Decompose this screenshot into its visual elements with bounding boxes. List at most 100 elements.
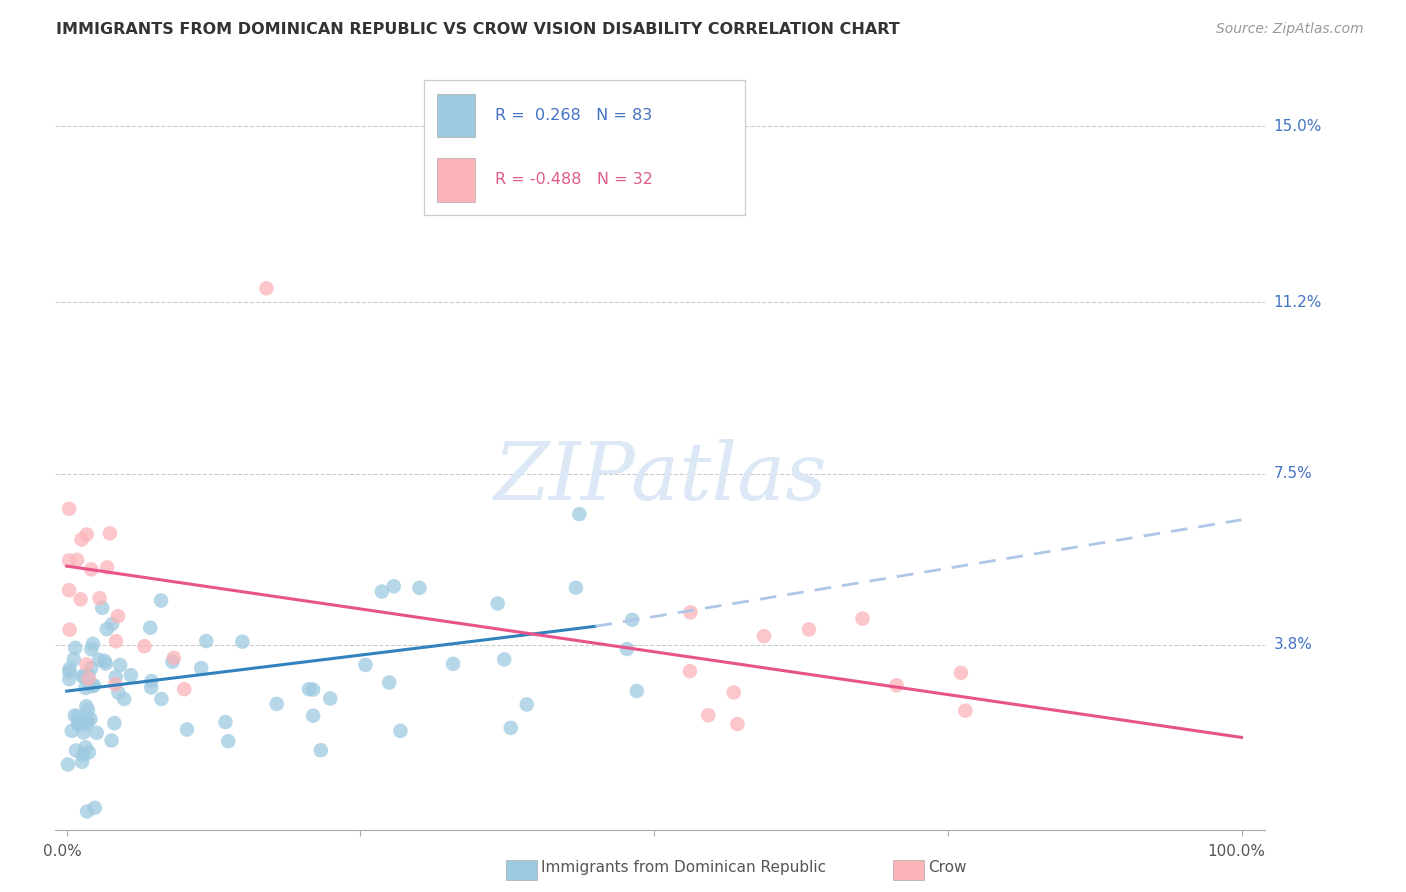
Point <box>76 805 98 819</box>
Point <box>949 665 972 680</box>
Point <box>725 717 748 731</box>
Point <box>96 622 118 636</box>
Point <box>66 709 89 723</box>
Point <box>91 600 114 615</box>
Text: 3.8%: 3.8% <box>1274 637 1312 652</box>
Text: Source: ZipAtlas.com: Source: ZipAtlas.com <box>1216 22 1364 37</box>
Point <box>80 661 103 675</box>
Point <box>141 681 163 695</box>
Point <box>69 592 91 607</box>
Point <box>69 715 91 730</box>
Point <box>120 668 142 682</box>
Point <box>98 526 121 541</box>
Point <box>67 717 90 731</box>
Point <box>389 723 412 738</box>
Point <box>214 715 236 730</box>
Point <box>723 685 745 699</box>
Point <box>298 682 321 697</box>
Text: IMMIGRANTS FROM DOMINICAN REPUBLIC VS CROW VISION DISABILITY CORRELATION CHART: IMMIGRANTS FROM DOMINICAN REPUBLIC VS CR… <box>56 22 900 37</box>
Point <box>382 579 405 593</box>
Point <box>141 673 163 688</box>
Point <box>86 726 108 740</box>
Point <box>65 743 87 757</box>
Point <box>319 691 342 706</box>
Point <box>107 609 129 624</box>
Point <box>494 652 516 666</box>
Point <box>58 672 80 686</box>
Point <box>63 640 86 655</box>
Point <box>162 655 184 669</box>
Point <box>79 678 101 692</box>
Point <box>75 681 97 695</box>
Point <box>82 637 104 651</box>
Point <box>499 721 522 735</box>
Point <box>752 629 775 643</box>
Point <box>150 692 173 706</box>
Point <box>163 650 186 665</box>
Text: ZIPatlas: ZIPatlas <box>494 439 827 516</box>
Point <box>56 757 79 772</box>
Point <box>58 665 80 679</box>
Point <box>565 581 588 595</box>
Point <box>87 653 110 667</box>
Point <box>371 584 394 599</box>
Point <box>58 662 80 676</box>
Point <box>63 708 86 723</box>
Point <box>75 699 97 714</box>
Point <box>104 677 127 691</box>
Text: Crow: Crow <box>928 860 966 874</box>
Point <box>62 652 84 666</box>
Point <box>616 642 638 657</box>
Bar <box>437 158 475 202</box>
Point <box>851 612 873 626</box>
Point <box>79 712 101 726</box>
Point <box>621 613 644 627</box>
Point <box>139 621 162 635</box>
Bar <box>437 94 475 136</box>
Point <box>150 593 173 607</box>
Point <box>80 642 103 657</box>
Point <box>83 678 105 692</box>
Point <box>58 583 80 598</box>
Point <box>256 281 278 295</box>
Point <box>101 617 124 632</box>
Point <box>378 675 401 690</box>
Point <box>77 703 100 717</box>
Point <box>70 755 93 769</box>
Point <box>72 669 94 683</box>
Point <box>76 527 98 541</box>
Point <box>408 581 430 595</box>
Point <box>195 634 218 648</box>
Point <box>77 745 100 759</box>
Text: R = -0.488   N = 32: R = -0.488 N = 32 <box>495 172 652 187</box>
Point <box>72 725 94 739</box>
Point <box>679 606 702 620</box>
Point <box>190 661 212 675</box>
Point <box>70 533 93 547</box>
Text: 15.0%: 15.0% <box>1274 119 1322 134</box>
Point <box>626 684 648 698</box>
Point <box>75 717 97 731</box>
Point <box>59 623 82 637</box>
Point <box>486 597 509 611</box>
Point <box>568 507 591 521</box>
Point <box>77 668 100 682</box>
Point <box>107 685 129 699</box>
Point <box>108 658 131 673</box>
Point <box>886 678 908 692</box>
Point <box>134 639 156 653</box>
Text: Immigrants from Dominican Republic: Immigrants from Dominican Republic <box>541 860 827 874</box>
Point <box>266 697 288 711</box>
Point <box>217 734 239 748</box>
Point <box>354 657 377 672</box>
Point <box>75 657 97 672</box>
Point <box>75 740 97 755</box>
Text: 0.0%: 0.0% <box>44 844 82 858</box>
Point <box>105 634 128 648</box>
Point <box>77 672 100 686</box>
Point <box>103 716 125 731</box>
Point <box>679 664 702 678</box>
Point <box>93 654 115 668</box>
Point <box>82 679 104 693</box>
Text: 7.5%: 7.5% <box>1274 466 1312 481</box>
